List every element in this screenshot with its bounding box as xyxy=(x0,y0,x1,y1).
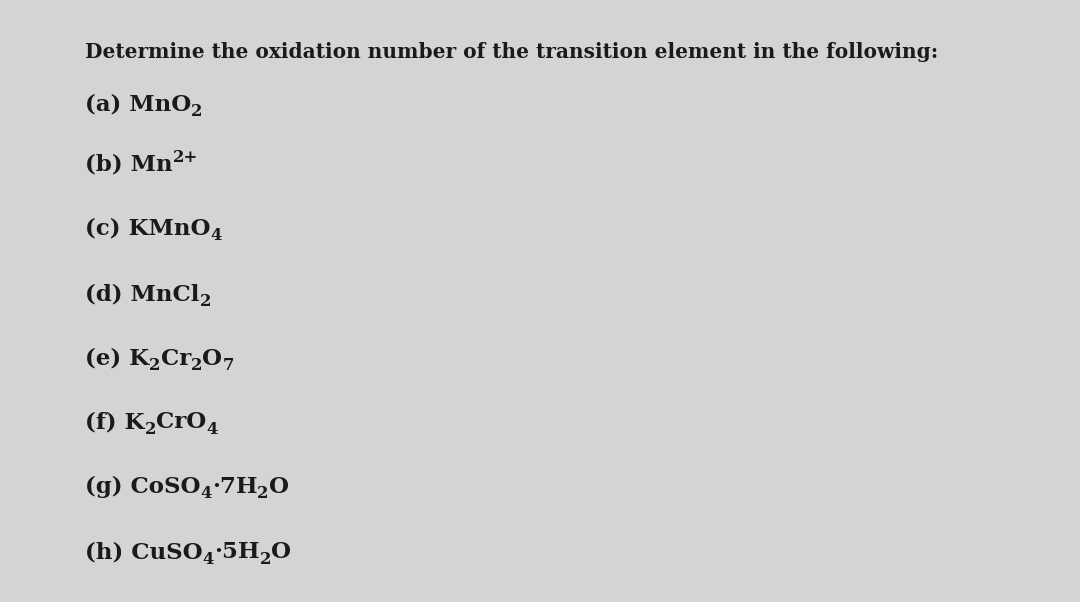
Text: ·5H: ·5H xyxy=(214,541,259,563)
Text: (d) MnCl: (d) MnCl xyxy=(85,283,200,305)
Text: (c) KMnO: (c) KMnO xyxy=(85,218,211,240)
Text: 4: 4 xyxy=(203,550,214,568)
Text: 4: 4 xyxy=(201,485,212,503)
Text: Determine the oxidation number of the transition element in the following:: Determine the oxidation number of the tr… xyxy=(85,42,939,62)
Text: 2: 2 xyxy=(257,485,269,503)
Text: 2: 2 xyxy=(191,358,202,374)
Text: 2: 2 xyxy=(200,293,211,309)
Text: O: O xyxy=(269,476,288,498)
Text: (b) Mn: (b) Mn xyxy=(85,153,173,175)
Text: 4: 4 xyxy=(211,228,221,244)
Text: (f) K: (f) K xyxy=(85,411,145,433)
Text: 2: 2 xyxy=(191,102,203,120)
Text: 2: 2 xyxy=(145,421,156,438)
Text: 2: 2 xyxy=(259,550,271,568)
Text: 7: 7 xyxy=(222,358,233,374)
Text: O: O xyxy=(271,541,291,563)
Text: (e) K: (e) K xyxy=(85,348,149,370)
Text: 2: 2 xyxy=(149,358,161,374)
Text: ·7H: ·7H xyxy=(212,476,257,498)
Text: CrO: CrO xyxy=(156,411,206,433)
Text: (g) CoSO: (g) CoSO xyxy=(85,476,201,498)
Text: (a) MnO: (a) MnO xyxy=(85,93,191,115)
Text: (h) CuSO: (h) CuSO xyxy=(85,541,203,563)
Text: 4: 4 xyxy=(206,421,218,438)
Text: O: O xyxy=(202,348,222,370)
Text: Cr: Cr xyxy=(161,348,191,370)
Text: 2+: 2+ xyxy=(173,149,198,166)
